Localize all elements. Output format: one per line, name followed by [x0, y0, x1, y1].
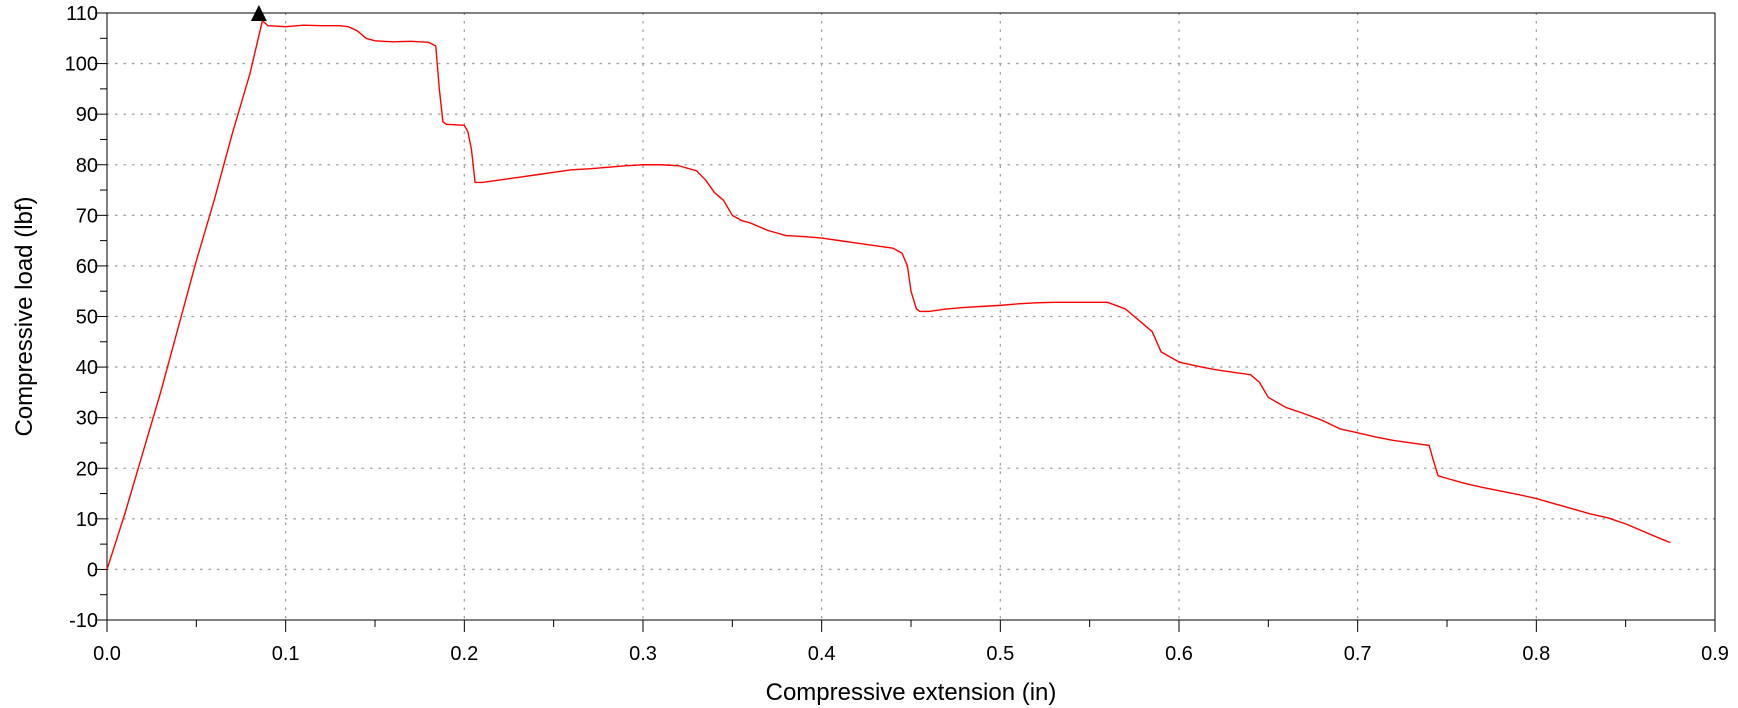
y-tick-label: 40 [76, 357, 98, 379]
y-tick-label: 30 [76, 408, 98, 430]
x-tick-label: 0.0 [93, 643, 121, 665]
x-tick-label: 0.6 [1165, 643, 1193, 665]
x-tick-label: 0.1 [272, 643, 300, 665]
annotation-layer [250, 5, 267, 21]
x-tick-label: 0.8 [1522, 643, 1550, 665]
load-series-line [106, 19, 1671, 570]
y-tick-label: -10 [69, 610, 98, 632]
x-tick-labels: 0.0 0.1 0.2 0.3 0.4 0.5 0.6 0.7 0.8 0.9 [93, 643, 1729, 665]
y-tick-label: 0 [87, 559, 98, 581]
x-tick-label: 0.3 [629, 643, 657, 665]
peak-load-marker [250, 5, 267, 21]
y-tick-label: 20 [76, 458, 98, 480]
x-tick-label: 0.9 [1701, 643, 1729, 665]
y-axis-title: Compressive load (lbf) [11, 196, 38, 436]
x-axis-title: Compressive extension (in) [766, 679, 1057, 706]
y-tick-label: 80 [76, 155, 98, 177]
y-tick-label: 50 [76, 307, 98, 329]
y-tick-labels: -10 0 10 20 30 40 50 60 70 80 90 100 110 [65, 3, 98, 632]
plot-frame [106, 12, 1716, 621]
x-tick-label: 0.2 [450, 643, 478, 665]
y-tick-label: 90 [76, 104, 98, 126]
y-tick-label: 70 [76, 205, 98, 227]
x-tick-label: 0.7 [1344, 643, 1372, 665]
y-tick-label: 110 [66, 3, 98, 25]
y-tick-label: 100 [65, 54, 98, 76]
x-tick-label: 0.4 [808, 643, 836, 665]
major-ticks [95, 12, 1716, 632]
series-layer [106, 19, 1671, 570]
minor-ticks [100, 37, 1627, 627]
x-tick-label: 0.5 [986, 643, 1014, 665]
grid-lines [106, 12, 1716, 621]
y-tick-label: 60 [76, 256, 98, 278]
y-tick-label: 10 [76, 509, 98, 531]
